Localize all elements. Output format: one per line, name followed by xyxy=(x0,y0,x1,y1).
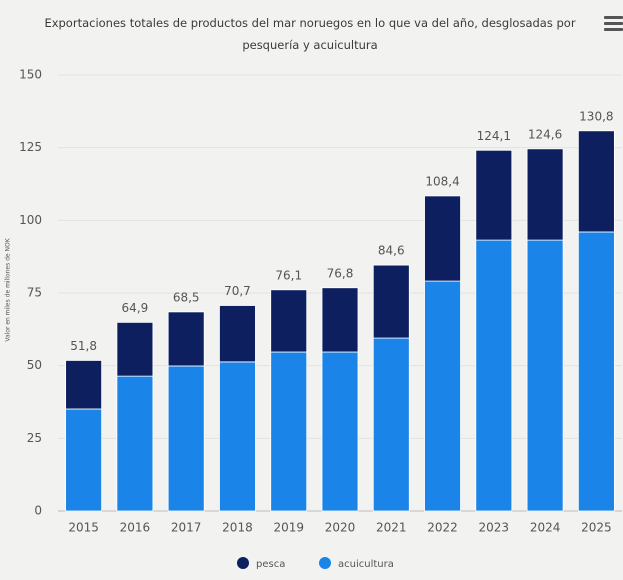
x-tick-label: 2015 xyxy=(68,521,99,535)
total-label: 108,4 xyxy=(425,174,459,188)
x-tick-label: 2018 xyxy=(222,521,253,535)
y-axis-label: Valor en miles de millones de NOK xyxy=(5,237,12,341)
y-tick-label: 125 xyxy=(19,140,42,154)
y-tick-label: 75 xyxy=(27,286,42,300)
y-tick-label: 100 xyxy=(19,213,42,227)
bar-segment xyxy=(424,280,461,512)
x-tick-label: 2023 xyxy=(479,521,510,535)
bar-segment xyxy=(577,130,615,233)
bar-segment xyxy=(526,148,564,241)
total-label: 64,9 xyxy=(122,301,149,315)
bar-segment xyxy=(219,361,256,512)
bar-segment xyxy=(424,195,461,282)
bar-segment xyxy=(65,360,103,410)
total-label: 68,5 xyxy=(173,290,200,304)
total-label: 124,1 xyxy=(477,129,511,143)
legend-label: pesca xyxy=(256,559,285,570)
total-label: 76,8 xyxy=(327,266,354,280)
legend-marker xyxy=(319,557,331,569)
total-label: 124,6 xyxy=(528,127,562,141)
x-tick-label: 2024 xyxy=(530,521,561,535)
bar-segment xyxy=(270,289,308,353)
bar-segment xyxy=(577,231,615,512)
bar-segment xyxy=(526,239,564,512)
total-label: 70,7 xyxy=(224,284,251,298)
bar-segment xyxy=(372,264,410,339)
x-tick-label: 2019 xyxy=(273,521,304,535)
legend-marker xyxy=(237,557,249,569)
total-label: 130,8 xyxy=(579,109,613,123)
chart-title: Exportaciones totales de productos del m… xyxy=(44,16,576,52)
y-tick-label: 150 xyxy=(19,68,42,82)
bar-segment xyxy=(372,337,410,512)
bar-segment xyxy=(321,351,359,512)
total-label: 84,6 xyxy=(378,244,405,258)
x-tick-label: 2025 xyxy=(581,521,612,535)
menu-button[interactable] xyxy=(604,16,623,34)
legend-label: acuicultura xyxy=(338,559,394,570)
bar-segment xyxy=(167,365,205,512)
bar-segment xyxy=(65,408,103,512)
y-tick-label: 0 xyxy=(34,504,42,518)
bar-segment xyxy=(116,321,154,377)
total-label: 51,8 xyxy=(70,339,97,353)
bar-segment xyxy=(270,351,308,512)
bar-segment xyxy=(219,305,256,363)
x-tick-label: 2020 xyxy=(325,521,356,535)
x-tick-label: 2017 xyxy=(171,521,202,535)
y-tick-label: 25 xyxy=(27,431,42,445)
bar-segment xyxy=(475,239,513,512)
bar-segment xyxy=(475,149,513,241)
x-tick-label: 2016 xyxy=(120,521,151,535)
bar-segment xyxy=(321,287,359,353)
x-tick-label: 2021 xyxy=(376,521,407,535)
total-label: 76,1 xyxy=(275,268,302,282)
bar-segment xyxy=(167,311,205,367)
x-tick-label: 2022 xyxy=(427,521,458,535)
y-tick-label: 50 xyxy=(27,358,42,372)
bar-segment xyxy=(116,375,154,512)
